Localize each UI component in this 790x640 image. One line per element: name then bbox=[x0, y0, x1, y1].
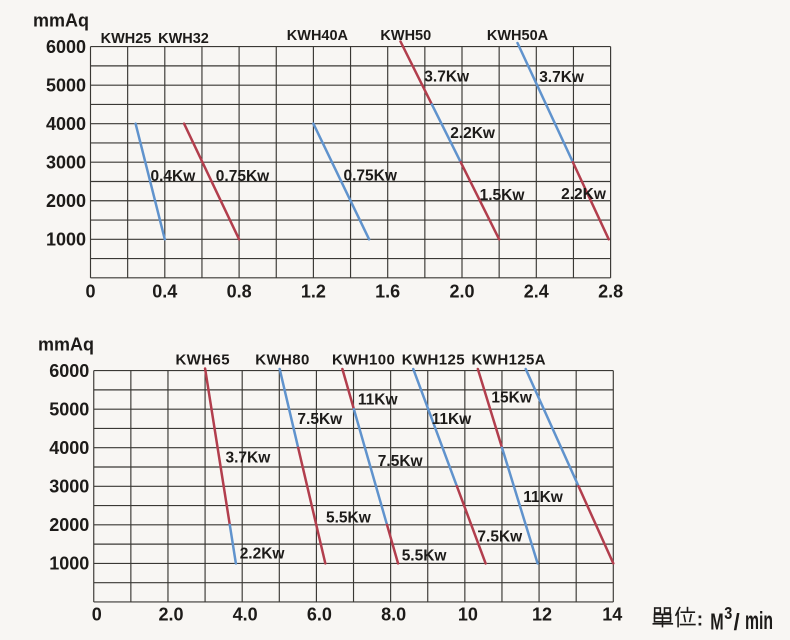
svg-text:4.0: 4.0 bbox=[233, 605, 258, 625]
svg-text:KWH50: KWH50 bbox=[380, 28, 431, 44]
svg-text:5000: 5000 bbox=[49, 399, 89, 419]
svg-text:2.2Kw: 2.2Kw bbox=[240, 546, 286, 563]
svg-text:KWH80: KWH80 bbox=[255, 352, 310, 369]
svg-text:0.75Kw: 0.75Kw bbox=[344, 168, 398, 185]
svg-text:3: 3 bbox=[724, 603, 732, 623]
svg-text:min: min bbox=[745, 608, 773, 636]
svg-text:5.5Kw: 5.5Kw bbox=[326, 510, 372, 527]
svg-text:12: 12 bbox=[532, 605, 552, 625]
svg-text:3000: 3000 bbox=[49, 477, 89, 497]
svg-text:0.4: 0.4 bbox=[152, 282, 177, 302]
svg-text:KWH25: KWH25 bbox=[101, 31, 152, 47]
svg-text:KWH125A: KWH125A bbox=[472, 352, 546, 369]
svg-text:2.0: 2.0 bbox=[449, 282, 474, 302]
svg-text:0.4Kw: 0.4Kw bbox=[151, 168, 197, 185]
svg-text:7.5Kw: 7.5Kw bbox=[378, 453, 424, 470]
svg-text:0.8: 0.8 bbox=[227, 282, 252, 302]
svg-text:8.0: 8.0 bbox=[381, 605, 406, 625]
svg-text:2000: 2000 bbox=[46, 191, 86, 211]
svg-text:3.7Kw: 3.7Kw bbox=[424, 69, 470, 86]
svg-text:mmAq: mmAq bbox=[38, 335, 94, 355]
svg-text:6000: 6000 bbox=[49, 361, 89, 381]
svg-text:6000: 6000 bbox=[46, 37, 86, 57]
svg-text:KWH40A: KWH40A bbox=[287, 28, 349, 44]
svg-text:1000: 1000 bbox=[46, 230, 86, 250]
svg-text:1.5Kw: 1.5Kw bbox=[480, 187, 526, 204]
svg-text:5.5Kw: 5.5Kw bbox=[402, 548, 448, 565]
svg-text:5000: 5000 bbox=[46, 75, 86, 95]
svg-text:mmAq: mmAq bbox=[33, 11, 89, 31]
svg-text:/: / bbox=[734, 609, 741, 635]
svg-text:KWH32: KWH32 bbox=[158, 31, 209, 47]
svg-text:11Kw: 11Kw bbox=[523, 489, 564, 506]
svg-text:3.7Kw: 3.7Kw bbox=[226, 450, 272, 467]
svg-text:6.0: 6.0 bbox=[307, 605, 332, 625]
svg-text:2.0: 2.0 bbox=[158, 605, 183, 625]
svg-text:10: 10 bbox=[458, 605, 478, 625]
svg-text:7.5Kw: 7.5Kw bbox=[477, 529, 523, 546]
svg-text:M: M bbox=[710, 610, 723, 635]
svg-text:0: 0 bbox=[85, 282, 95, 302]
svg-text:0: 0 bbox=[92, 605, 102, 625]
svg-text:2.4: 2.4 bbox=[524, 282, 549, 302]
svg-text:1.6: 1.6 bbox=[375, 282, 400, 302]
svg-text:4000: 4000 bbox=[49, 438, 89, 458]
svg-text:14: 14 bbox=[602, 605, 622, 625]
svg-text:11Kw: 11Kw bbox=[358, 392, 399, 409]
svg-text:15Kw: 15Kw bbox=[491, 389, 532, 406]
svg-text:2.2Kw: 2.2Kw bbox=[561, 186, 607, 203]
svg-text:KWH65: KWH65 bbox=[175, 352, 230, 369]
svg-text:KWH100: KWH100 bbox=[332, 352, 395, 369]
svg-text:4000: 4000 bbox=[46, 114, 86, 134]
svg-text:KWH50A: KWH50A bbox=[487, 28, 549, 44]
svg-text:KWH125: KWH125 bbox=[402, 352, 465, 369]
svg-text:7.5Kw: 7.5Kw bbox=[297, 411, 343, 428]
svg-text:3.7Kw: 3.7Kw bbox=[539, 69, 585, 86]
svg-text:1.2: 1.2 bbox=[301, 282, 326, 302]
svg-text:1000: 1000 bbox=[49, 554, 89, 574]
svg-text:3000: 3000 bbox=[46, 153, 86, 173]
svg-text:0.75Kw: 0.75Kw bbox=[216, 168, 270, 185]
svg-text:2000: 2000 bbox=[49, 515, 89, 535]
svg-text:11Kw: 11Kw bbox=[432, 411, 473, 428]
svg-text:2.8: 2.8 bbox=[598, 282, 623, 302]
svg-text::: : bbox=[697, 610, 703, 631]
svg-text:2.2Kw: 2.2Kw bbox=[450, 125, 496, 142]
